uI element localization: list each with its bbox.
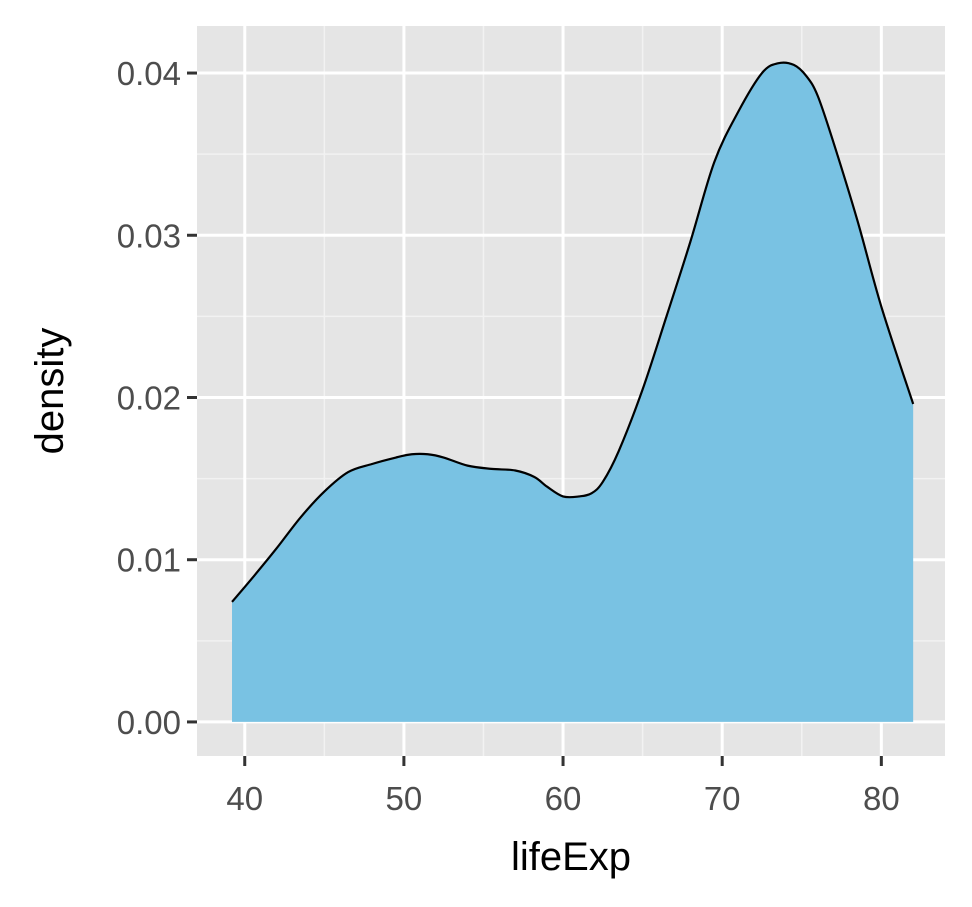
y-tick-label: 0.01 <box>117 542 181 579</box>
x-tick-label: 70 <box>704 780 741 817</box>
y-axis: 0.00 0.01 0.02 0.03 0.04 <box>117 55 197 741</box>
x-tick-label: 40 <box>226 780 263 817</box>
y-tick-label: 0.03 <box>117 217 181 254</box>
y-tick-label: 0.00 <box>117 704 181 741</box>
y-axis-title: density <box>28 328 72 455</box>
density-curve <box>231 61 915 603</box>
x-tick-label: 80 <box>863 780 900 817</box>
x-axis: 40 50 60 70 80 <box>226 756 900 817</box>
y-tick-label: 0.02 <box>117 379 181 416</box>
y-tick-label: 0.04 <box>117 55 181 92</box>
density-area <box>232 62 914 722</box>
x-tick-label: 50 <box>386 780 423 817</box>
x-axis-title: lifeExp <box>511 835 631 879</box>
x-tick-label: 60 <box>545 780 582 817</box>
